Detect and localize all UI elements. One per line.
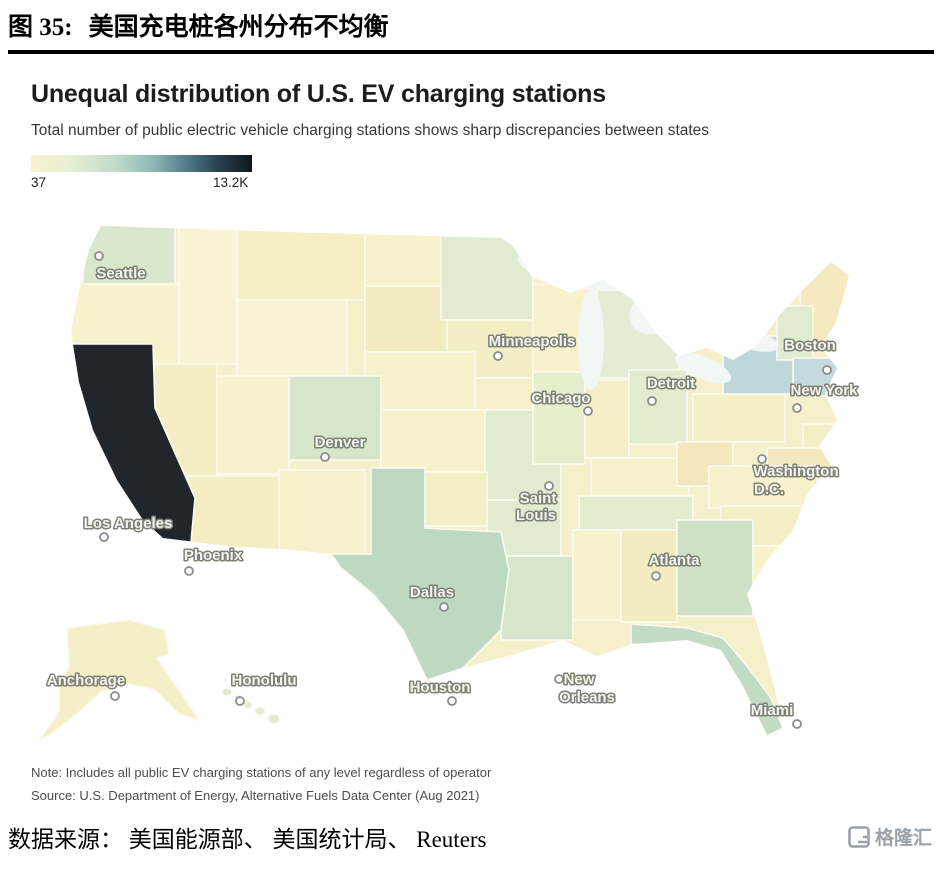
state-montana: [236, 226, 366, 301]
city-label-saint-louis-line2: Louis: [516, 507, 556, 524]
state-michigan: [596, 289, 680, 379]
city-label-minneapolis: Minneapolis: [489, 333, 576, 350]
state-kentucky: [590, 457, 690, 497]
hawaii-island: [221, 687, 233, 697]
city-marker-anchorage: [110, 691, 120, 701]
state-minnesota: [440, 231, 534, 321]
city-marker-washington-dc: [757, 454, 767, 464]
city-label-houston: Houston: [410, 679, 471, 696]
city-marker-miami: [792, 719, 802, 729]
hawaii-islands: [221, 687, 281, 725]
state-colorado: [288, 375, 382, 461]
city-label-anchorage: Anchorage: [47, 672, 125, 689]
city-marker-new-orleans: [554, 674, 564, 684]
state-kansas: [380, 409, 486, 473]
page-title: 图 35: 美国充电桩各州分布不均衡: [8, 7, 934, 43]
state-louisiana: [500, 555, 574, 641]
chart-subtitle: Total number of public electric vehicle …: [31, 122, 710, 139]
map-container: Seattle Minneapolis Boston New York Detr…: [31, 198, 912, 759]
state-tennessee: [578, 495, 694, 531]
city-label-detroit: Detroit: [647, 375, 695, 392]
city-marker-atlanta: [651, 571, 661, 581]
gelonghui-logo-icon: [848, 825, 870, 848]
chart-title: Unequal distribution of U.S. EV charging…: [31, 80, 606, 108]
lake-erie: [674, 352, 732, 384]
city-label-washington-dc-line2: D.C.: [754, 481, 784, 498]
state-pennsylvania: [692, 393, 786, 443]
state-texas: [329, 467, 510, 681]
city-marker-saint-louis: [544, 481, 554, 491]
city-label-dallas: Dallas: [410, 584, 454, 601]
city-label-honolulu: Honolulu: [232, 672, 297, 689]
legend-labels: 37 13.2K: [31, 175, 912, 193]
state-new-mexico: [278, 469, 366, 567]
state-georgia: [676, 519, 754, 617]
state-indiana: [584, 379, 630, 459]
city-label-saint-louis: Saint: [520, 490, 557, 507]
hawaii-island: [254, 706, 266, 716]
state-nebraska: [364, 351, 476, 411]
chart-notes: Note: Includes all public EV charging st…: [31, 762, 912, 808]
state-utah: [216, 375, 290, 475]
city-marker-honolulu: [235, 696, 245, 706]
state-mississippi: [572, 529, 622, 621]
city-marker-chicago: [583, 406, 593, 416]
city-marker-detroit: [647, 396, 657, 406]
document-header: 图 35: 美国充电桩各州分布不均衡: [0, 0, 942, 54]
hawaii-island: [267, 713, 281, 725]
city-label-chicago: Chicago: [531, 390, 590, 407]
state-north-dakota: [364, 226, 442, 287]
city-label-new-york: New York: [791, 382, 859, 399]
city-label-denver: Denver: [315, 434, 366, 451]
lake-michigan: [578, 290, 604, 390]
title-underline: [8, 50, 934, 54]
city-marker-dallas: [439, 602, 449, 612]
chart-figure: Unequal distribution of U.S. EV charging…: [0, 80, 942, 808]
legend-min-label: 37: [31, 175, 47, 190]
legend-max-label: 13.2K: [213, 175, 249, 190]
state-wyoming: [236, 299, 348, 377]
city-marker-denver: [320, 452, 330, 462]
us-choropleth-map: Seattle Minneapolis Boston New York Detr…: [38, 226, 860, 741]
figure-title: 美国充电桩各州分布不均衡: [88, 14, 389, 41]
figure-label: 图 35:: [8, 14, 73, 41]
city-label-miami: Miami: [751, 702, 794, 719]
city-label-washington-dc: Washington: [753, 463, 838, 480]
city-label-boston: Boston: [784, 337, 836, 354]
city-marker-houston: [447, 696, 457, 706]
city-markers-and-labels: Seattle Minneapolis Boston New York Detr…: [45, 251, 860, 729]
gelonghui-logo-text: 格隆汇: [874, 828, 932, 849]
footer-source: 数据来源： 美国能源部、 美国统计局、 Reuters: [8, 826, 487, 852]
city-marker-new-york: [792, 403, 802, 413]
gelonghui-logo: 格隆汇: [848, 823, 932, 850]
document-footer: 数据来源： 美国能源部、 美国统计局、 Reuters 格隆汇: [0, 820, 942, 854]
city-label-seattle: Seattle: [96, 265, 145, 282]
city-marker-phoenix: [184, 566, 194, 576]
city-marker-boston: [822, 365, 832, 375]
note-line: Note: Includes all public EV charging st…: [31, 765, 492, 780]
city-label-new-orleans: New: [564, 671, 595, 688]
city-marker-seattle: [94, 251, 104, 261]
state-idaho: [178, 226, 238, 365]
city-marker-minneapolis: [493, 351, 503, 361]
state-ohio: [628, 369, 688, 445]
state-alabama: [620, 529, 678, 623]
source-line: Source: U.S. Department of Energy, Alter…: [31, 787, 480, 803]
state-south-dakota: [364, 285, 450, 353]
city-label-new-orleans-line2: Orleans: [559, 689, 615, 706]
state-alaska: [38, 619, 201, 741]
city-label-phoenix: Phoenix: [184, 547, 243, 564]
city-marker-los-angeles: [99, 532, 109, 542]
state-illinois: [532, 371, 586, 465]
city-label-atlanta: Atlanta: [649, 552, 700, 569]
color-legend: 37 13.2K: [31, 155, 912, 193]
city-label-los-angeles: Los Angeles: [84, 515, 173, 532]
legend-gradient: [31, 155, 252, 172]
hawaii-island: [243, 700, 253, 710]
